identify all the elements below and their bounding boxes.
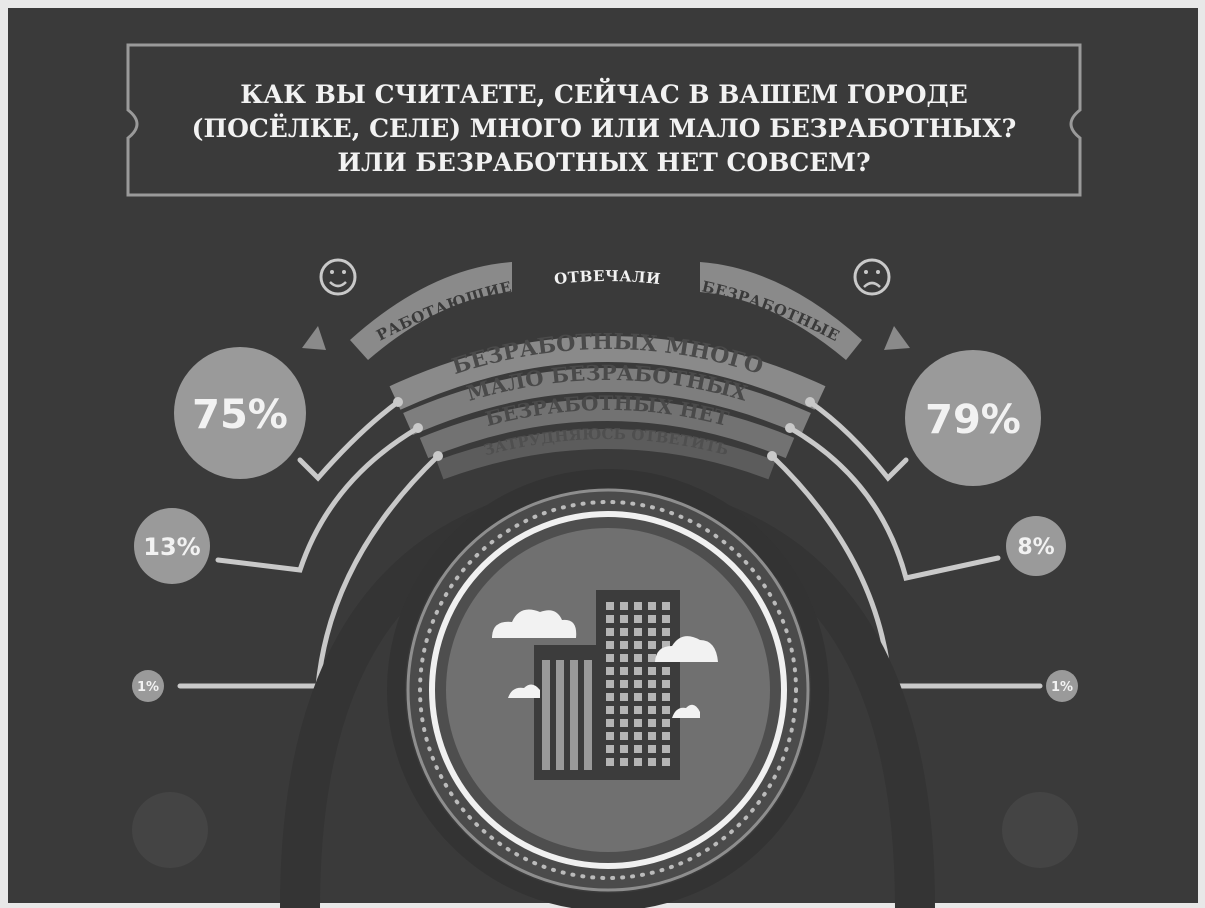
city-buildings-icon [534, 590, 680, 780]
building-window [634, 615, 642, 623]
building-window [620, 719, 628, 727]
title-banner: КАК ВЫ СЧИТАЕТЕ, СЕЙЧАС В ВАШЕМ ГОРОДЕ (… [126, 43, 1082, 197]
working-value-few: 13% [143, 533, 200, 561]
building-window [606, 745, 614, 753]
building-window [620, 602, 628, 610]
answer-ribbons: БЕЗРАБОТНЫХ МНОГО МАЛО БЕЗРАБОТНЫХ БЕЗРА… [389, 329, 826, 480]
building-window [620, 745, 628, 753]
building-window [662, 745, 670, 753]
building-window [606, 641, 614, 649]
building-window [620, 693, 628, 701]
building-window [648, 641, 656, 649]
building-window [662, 719, 670, 727]
building-window [634, 667, 642, 675]
building-window [620, 615, 628, 623]
building-window [620, 706, 628, 714]
building-window [648, 719, 656, 727]
building-window [634, 706, 642, 714]
building-window [606, 719, 614, 727]
building-window [648, 706, 656, 714]
building-window [662, 641, 670, 649]
connector-dots [393, 397, 815, 461]
building-window [662, 628, 670, 636]
building-window [606, 693, 614, 701]
working-value-none: 1% [137, 680, 159, 695]
building-window [634, 654, 642, 662]
faded-bubble-left [132, 792, 208, 868]
building-window [662, 758, 670, 766]
building-window [620, 732, 628, 740]
building-window [620, 654, 628, 662]
building-window [606, 680, 614, 688]
building-window [606, 758, 614, 766]
building-window [620, 628, 628, 636]
building-window [606, 628, 614, 636]
building-window [648, 615, 656, 623]
building-window [634, 628, 642, 636]
building-window [606, 615, 614, 623]
building-window [634, 693, 642, 701]
working-value-many: 75% [192, 392, 288, 438]
answered-label: ОТВЕЧАЛИ [553, 267, 661, 288]
building-window [662, 667, 670, 675]
building-window [634, 745, 642, 753]
building-window [662, 615, 670, 623]
building-window [648, 758, 656, 766]
building-window [606, 732, 614, 740]
building-window [662, 706, 670, 714]
building-window [648, 693, 656, 701]
smiley-icon [319, 258, 357, 296]
building-window [620, 680, 628, 688]
building-window [620, 641, 628, 649]
building-window [634, 680, 642, 688]
faded-bubble-right [1002, 792, 1078, 868]
working-bubble-1: 1% [132, 670, 164, 702]
unemployed-value-none: 1% [1051, 680, 1073, 695]
unemployed-bubble-1: 1% [1046, 670, 1078, 702]
sad-face-icon [853, 258, 891, 296]
building-window [662, 680, 670, 688]
question-line-1: КАК ВЫ СЧИТАЕТЕ, СЕЙЧАС В ВАШЕМ ГОРОДЕ [240, 78, 968, 109]
building-window [606, 602, 614, 610]
building-window [620, 758, 628, 766]
unemployed-value-many: 79% [925, 397, 1021, 443]
question-line-3: ИЛИ БЕЗРАБОТНЫХ НЕТ СОВСЕМ? [337, 148, 870, 177]
building-window [634, 719, 642, 727]
building-window [662, 693, 670, 701]
unemployed-value-few: 8% [1017, 535, 1054, 560]
question-line-2: (ПОСЁЛКЕ, СЕЛЕ) МНОГО ИЛИ МАЛО БЕЗРАБОТН… [192, 114, 1017, 143]
unemployed-bubble-8: 8% [1006, 516, 1066, 576]
svg-text:ОТВЕЧАЛИ: ОТВЕЧАЛИ [553, 267, 661, 288]
building-window [606, 706, 614, 714]
working-bubble-75: 75% [174, 347, 306, 479]
building-window [648, 745, 656, 753]
building-window [620, 667, 628, 675]
building-window [634, 732, 642, 740]
building-window [648, 667, 656, 675]
building-window [648, 602, 656, 610]
triangle-marker-right [884, 326, 910, 350]
working-bubble-13: 13% [134, 508, 210, 584]
building-window [662, 602, 670, 610]
building-window [662, 732, 670, 740]
triangle-marker-left [302, 326, 326, 350]
building-window [648, 680, 656, 688]
building-window [634, 641, 642, 649]
cloud-icon [492, 609, 718, 718]
building-window [648, 732, 656, 740]
building-window [606, 654, 614, 662]
building-window [648, 628, 656, 636]
building-window [634, 758, 642, 766]
building-window [648, 654, 656, 662]
building-window [606, 667, 614, 675]
building-window [634, 602, 642, 610]
unemployed-bubble-79: 79% [905, 350, 1041, 486]
